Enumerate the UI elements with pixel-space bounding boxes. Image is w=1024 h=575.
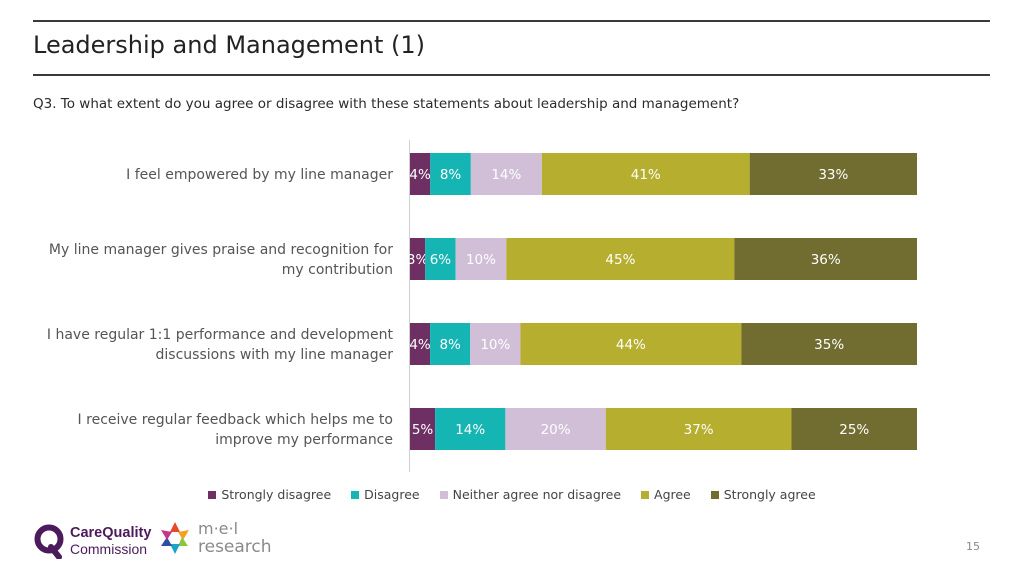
data-label: 45% (605, 252, 635, 268)
category-label: I feel empowered by my line manager (126, 167, 393, 183)
data-label: 14% (491, 167, 521, 183)
cqc-logo-line2: Commission (70, 541, 148, 557)
category-label: I receive regular feedback which helps m… (78, 412, 393, 448)
data-label: 20% (541, 422, 571, 438)
legend-label: Disagree (364, 487, 420, 502)
data-label: 6% (430, 252, 452, 268)
bar-segment (741, 323, 917, 365)
bar-segment (470, 323, 521, 365)
bar-segment (410, 153, 431, 195)
bar-segment (749, 153, 917, 195)
category-label-line: improve my performance (215, 432, 393, 448)
legend-label: Strongly agree (723, 487, 816, 502)
bar-segment (791, 408, 917, 450)
data-label: 44% (616, 337, 646, 353)
data-label: 4% (409, 337, 431, 353)
legend-item-strongly-agree: Strongly agree (710, 487, 816, 502)
category-label-line: I feel empowered by my line manager (126, 167, 393, 183)
category-label: My line manager gives praise and recogni… (49, 242, 393, 278)
legend-item-agree: Agree (641, 487, 691, 502)
bar-segment (605, 408, 792, 450)
category-label: I have regular 1:1 performance and devel… (47, 327, 394, 363)
bar-segment (430, 153, 471, 195)
bar-segment (410, 323, 431, 365)
category-label-line: I have regular 1:1 performance and devel… (47, 327, 394, 343)
data-label: 10% (466, 252, 496, 268)
legend-swatch (710, 490, 719, 499)
bar-segment (541, 153, 750, 195)
legend-label: Neither agree nor disagree (452, 487, 622, 502)
survey-question: Q3. To what extent do you agree or disag… (33, 96, 740, 112)
bar-segment (520, 323, 742, 365)
category-label-line: my contribution (282, 262, 393, 278)
data-label: 10% (480, 337, 510, 353)
data-label: 35% (814, 337, 844, 353)
data-label: 3% (407, 252, 429, 268)
bar-segment (505, 408, 606, 450)
bar-segment (506, 238, 735, 280)
bar-segment (455, 238, 507, 280)
page-number: 15 (966, 540, 980, 553)
header-top-rule (33, 20, 990, 22)
mel-research-logo: m·e·l research (158, 520, 272, 556)
category-label-line: I receive regular feedback which helps m… (78, 412, 393, 428)
bar-segment (435, 408, 506, 450)
header-bottom-rule (33, 74, 990, 76)
legend-item-neither: Neither agree nor disagree (439, 487, 622, 502)
cqc-logo: CareQuality Commission (34, 523, 151, 559)
data-label: 36% (811, 252, 841, 268)
data-label: 8% (440, 167, 462, 183)
legend-label: Agree (654, 487, 691, 502)
chart-legend: Strongly disagree Disagree Neither agree… (0, 487, 1024, 502)
category-label-line: discussions with my line manager (156, 347, 394, 363)
data-label: 37% (684, 422, 714, 438)
bar-segment (410, 238, 426, 280)
category-label-line: My line manager gives praise and recogni… (49, 242, 393, 258)
data-label: 41% (631, 167, 661, 183)
data-label: 25% (839, 422, 869, 438)
legend-item-strongly-disagree: Strongly disagree (208, 487, 331, 502)
mel-logo-line2: research (198, 537, 272, 557)
bar-segment (425, 238, 456, 280)
cqc-q-icon (34, 524, 64, 559)
bar-segment (734, 238, 917, 280)
data-label: 8% (439, 337, 461, 353)
data-label: 33% (818, 167, 848, 183)
data-label: 4% (409, 167, 431, 183)
legend-swatch (641, 490, 650, 499)
cqc-logo-line1: CareQuality (70, 525, 152, 541)
legend-label: Strongly disagree (221, 487, 332, 502)
legend-swatch (439, 490, 448, 499)
bar-segment (410, 408, 436, 450)
stacked-bar-chart: I feel empowered by my line manager 4% 8% 1… (47, 140, 917, 472)
legend-item-disagree: Disagree (351, 487, 420, 502)
legend-swatch (208, 490, 217, 499)
mel-star-icon (161, 522, 189, 554)
bar-segment (430, 323, 471, 365)
page-title: Leadership and Management (1) (33, 31, 426, 59)
legend-swatch (351, 490, 360, 499)
data-label: 5% (412, 422, 434, 438)
bar-segment (470, 153, 542, 195)
mel-logo-line1: m·e·l (198, 519, 239, 538)
data-label: 14% (455, 422, 485, 438)
